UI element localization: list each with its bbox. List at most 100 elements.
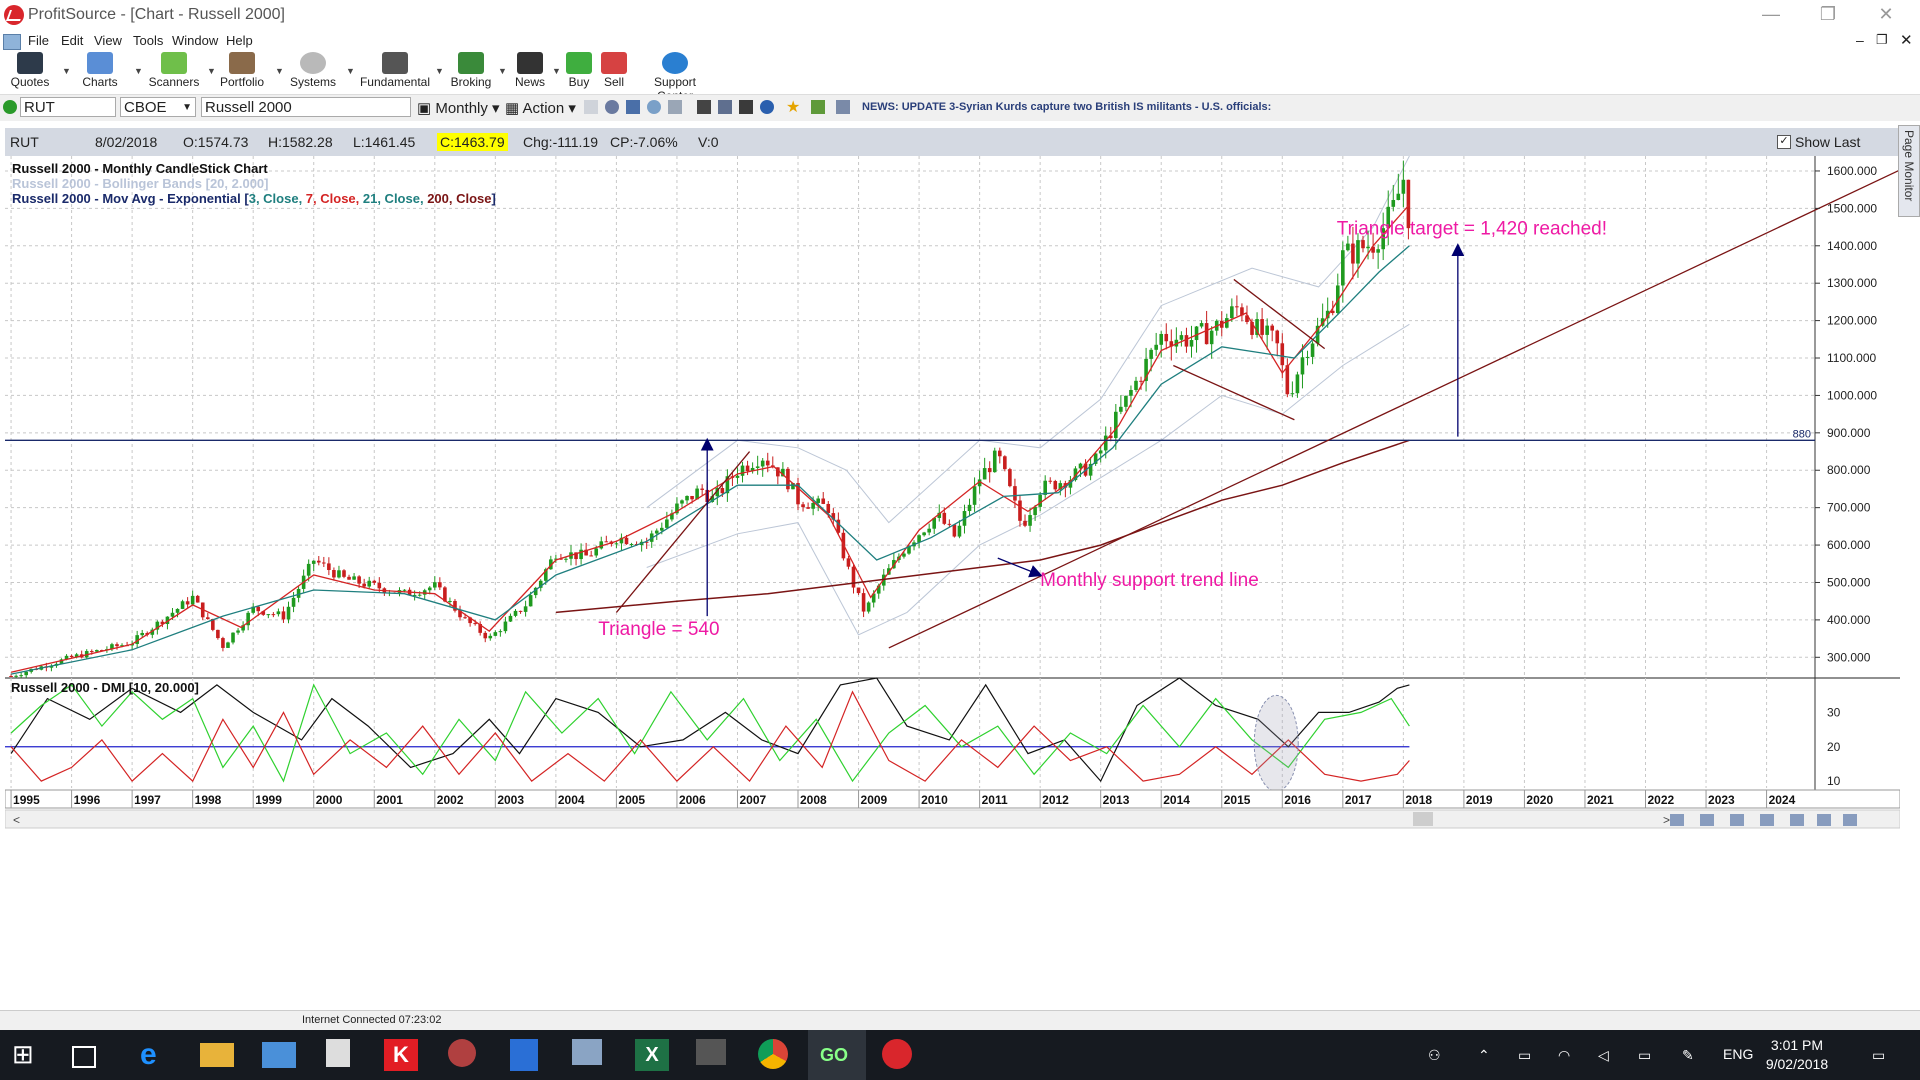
action-menu[interactable]: ▦ Action ▾: [505, 100, 576, 117]
broking-button[interactable]: Broking: [441, 50, 501, 92]
volume-icon[interactable]: ◁: [1598, 1047, 1609, 1063]
restore-icon[interactable]: ❐: [1819, 4, 1837, 24]
candle-body: [95, 650, 99, 652]
quote-close: C:1463.79: [437, 133, 508, 151]
scanners-button[interactable]: Scanners: [144, 50, 204, 92]
chevron-down-icon[interactable]: ▼: [498, 66, 507, 76]
crosshair-icon[interactable]: [605, 100, 619, 114]
language-indicator[interactable]: ENG: [1723, 1046, 1754, 1062]
menu-window[interactable]: Window: [172, 33, 219, 48]
scan-icon[interactable]: [739, 100, 753, 114]
app-icon[interactable]: [448, 1039, 476, 1067]
support-center-button[interactable]: Support Center: [635, 50, 715, 103]
arrow-tool-icon[interactable]: [811, 100, 825, 114]
show-last-checkbox[interactable]: ✓: [1777, 135, 1791, 149]
chart-area[interactable]: 880 1600.000 1500.000 1400.000 1300.000 1200…: [5, 156, 1900, 1000]
chart-scrollbar[interactable]: < >: [5, 809, 1900, 829]
security-name-field[interactable]: Russell 2000: [201, 97, 411, 117]
task-view-icon[interactable]: [72, 1046, 96, 1068]
candle-body: [952, 524, 957, 537]
chevron-down-icon[interactable]: ▼: [552, 66, 561, 76]
wifi-icon[interactable]: ◠: [1558, 1047, 1571, 1063]
mdi-restore-icon[interactable]: ❐: [1876, 32, 1888, 47]
charts-button[interactable]: Charts: [70, 50, 130, 92]
star-icon[interactable]: ★: [786, 99, 801, 116]
indicator-icon[interactable]: [718, 100, 732, 114]
candle-body: [306, 563, 311, 576]
candle-body: [443, 587, 447, 602]
shield-icon[interactable]: [510, 1039, 538, 1071]
menu-edit[interactable]: Edit: [61, 33, 84, 48]
calculator-icon[interactable]: [326, 1039, 350, 1067]
y-tick-label: 500.000: [1827, 575, 1871, 589]
chrome-icon[interactable]: [758, 1039, 788, 1069]
menu-file[interactable]: File: [28, 33, 49, 48]
clock[interactable]: 3:01 PM 9/02/2018: [1762, 1036, 1832, 1074]
battery-icon[interactable]: ▭: [1638, 1047, 1652, 1063]
filter-icon[interactable]: [836, 100, 850, 114]
news-ticker[interactable]: NEWS: UPDATE 3-Syrian Kurds capture two …: [862, 101, 1272, 113]
file-explorer-icon[interactable]: [200, 1043, 234, 1067]
scrollbar-thumb: [1413, 812, 1433, 826]
excel-icon[interactable]: X: [635, 1039, 669, 1071]
close-icon[interactable]: ✕: [1878, 4, 1894, 24]
bulb-icon[interactable]: [760, 100, 774, 114]
sell-button[interactable]: Sell: [589, 50, 639, 92]
symbol-input[interactable]: RUT: [20, 97, 116, 117]
chevron-up-icon[interactable]: ⌃: [1478, 1047, 1490, 1063]
notifications-icon[interactable]: ▭: [1872, 1047, 1886, 1063]
profitsource-taskbar-icon[interactable]: [882, 1039, 912, 1069]
candle-body: [1164, 333, 1169, 342]
chevron-down-icon[interactable]: ▼: [62, 66, 71, 76]
systems-button[interactable]: Systems: [283, 50, 343, 92]
edge-icon[interactable]: e: [140, 1038, 157, 1071]
go-app-icon[interactable]: GO: [820, 1045, 849, 1065]
chevron-down-icon[interactable]: ▼: [435, 66, 444, 76]
candle-body: [927, 528, 931, 533]
fundamental-button[interactable]: Fundamental: [358, 50, 432, 92]
candle-body: [796, 483, 800, 505]
quotes-button[interactable]: Quotes: [0, 50, 60, 92]
kaspersky-icon[interactable]: K: [384, 1039, 418, 1071]
windows-start-icon[interactable]: ⊞: [12, 1039, 34, 1069]
mdi-close-icon[interactable]: ✕: [1900, 32, 1913, 49]
candle-body: [1033, 506, 1037, 516]
page-icon[interactable]: [584, 100, 598, 114]
exchange-select[interactable]: CBOE ▼: [120, 97, 196, 117]
candle-body: [1149, 349, 1153, 359]
mdi-child-icon[interactable]: [3, 34, 21, 50]
tools-icon[interactable]: [697, 100, 711, 114]
x-tick-label: 2005: [618, 793, 645, 807]
mdi-minimize-icon[interactable]: –: [1856, 32, 1864, 48]
menu-tools[interactable]: Tools: [133, 33, 164, 48]
minimize-icon[interactable]: —: [1762, 4, 1780, 24]
people-icon[interactable]: ⚇: [1428, 1047, 1441, 1063]
chevron-down-icon[interactable]: ▼: [275, 66, 284, 76]
template-icon[interactable]: [668, 100, 682, 114]
control-panel-icon[interactable]: [572, 1039, 602, 1065]
candle-body: [1068, 480, 1073, 488]
buy-button[interactable]: Buy: [554, 50, 604, 92]
chart-canvas[interactable]: 880 1600.000 1500.000 1400.000 1300.000 1200…: [5, 156, 1900, 1000]
candle-body: [579, 549, 583, 560]
print-icon[interactable]: [626, 100, 640, 114]
store-icon[interactable]: [262, 1042, 296, 1068]
portfolio-button[interactable]: Portfolio: [212, 50, 272, 92]
news-icon: [517, 52, 543, 74]
chevron-down-icon[interactable]: ▼: [346, 66, 355, 76]
chevron-down-icon[interactable]: ▼: [134, 66, 143, 76]
x-tick-label: 1997: [134, 793, 161, 807]
go-icon[interactable]: [3, 100, 17, 114]
zoom-icon[interactable]: [647, 100, 661, 114]
menu-help[interactable]: Help: [226, 33, 253, 48]
page-monitor-tab[interactable]: Page Monitor: [1898, 125, 1920, 217]
chevron-down-icon[interactable]: ▼: [207, 66, 216, 76]
pen-icon[interactable]: ✎: [1682, 1047, 1694, 1063]
news-button[interactable]: News: [500, 50, 560, 92]
candle-body: [1225, 318, 1229, 328]
screenshot-icon[interactable]: [696, 1039, 726, 1065]
keyboard-icon[interactable]: ▭: [1518, 1047, 1532, 1063]
candle-body: [1366, 246, 1370, 249]
menu-view[interactable]: View: [94, 33, 122, 48]
period-select[interactable]: ▣ Monthly ▾: [417, 100, 500, 117]
